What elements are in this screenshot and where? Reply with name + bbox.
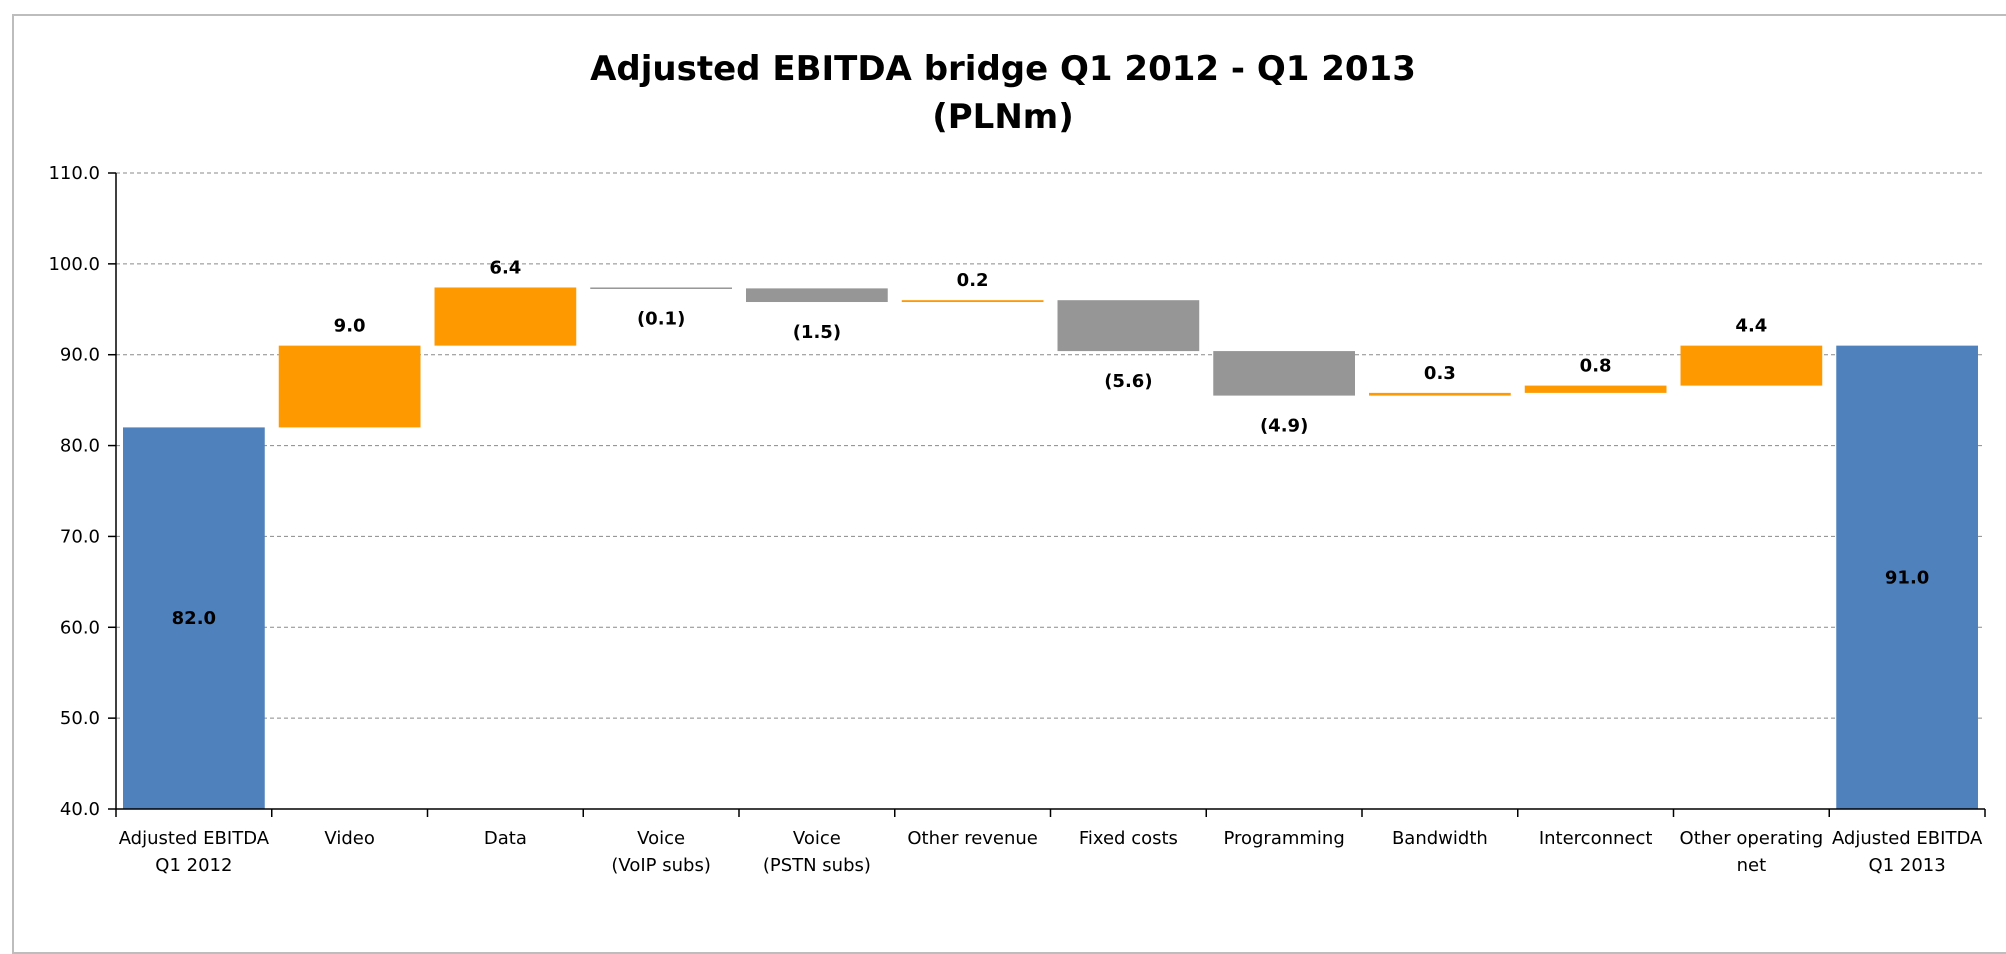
category-label: Adjusted EBITDA xyxy=(1832,828,1983,849)
value-label: 91.0 xyxy=(1885,567,1929,588)
y-tick-label: 50.0 xyxy=(60,708,100,729)
category-label: (VoIP subs) xyxy=(611,855,710,876)
y-tick-label: 90.0 xyxy=(60,345,100,366)
y-tick-label: 110.0 xyxy=(48,163,100,184)
y-tick-label: 60.0 xyxy=(60,617,100,638)
category-label: Q1 2012 xyxy=(155,855,232,876)
category-label: Bandwidth xyxy=(1392,828,1488,849)
category-label: (PSTN subs) xyxy=(763,855,871,876)
bar-decrease xyxy=(1213,351,1355,396)
value-label: 9.0 xyxy=(334,316,366,337)
y-axis: 40.0 50.0 60.0 70.0 80.0 90.0 100.0 110.0 xyxy=(48,163,117,820)
value-label: (1.5) xyxy=(793,322,841,343)
category-label: Fixed costs xyxy=(1079,828,1178,849)
value-label: 0.3 xyxy=(1424,363,1456,384)
chart-title: Adjusted EBITDA bridge Q1 2012 - Q1 2013 xyxy=(590,49,1416,89)
category-label: Voice xyxy=(637,828,685,849)
category-label: Voice xyxy=(793,828,841,849)
value-label: (4.9) xyxy=(1260,416,1308,437)
chart-subtitle: (PLNm) xyxy=(932,97,1074,137)
bar-increase xyxy=(434,287,577,346)
category-label: Other operating xyxy=(1680,828,1824,849)
bar-increase xyxy=(1524,385,1667,393)
bar-increase xyxy=(1680,345,1823,386)
category-label: Video xyxy=(324,828,374,849)
category-label: Interconnect xyxy=(1539,828,1653,849)
y-tick-label: 100.0 xyxy=(48,254,100,275)
value-label: (0.1) xyxy=(637,308,685,329)
bar-total xyxy=(123,427,265,809)
category-label: Q1 2013 xyxy=(1869,855,1946,876)
bar-increase xyxy=(901,300,1044,303)
gridlines xyxy=(116,172,1985,719)
category-label: net xyxy=(1737,855,1767,876)
value-label: 4.4 xyxy=(1735,316,1767,337)
bars xyxy=(123,287,1978,809)
category-label: Programming xyxy=(1223,828,1344,849)
category-label: Data xyxy=(484,828,527,849)
value-label: 6.4 xyxy=(489,257,521,278)
bar-total xyxy=(1836,345,1978,809)
value-label: 0.2 xyxy=(957,270,989,291)
x-axis: Adjusted EBITDA Q1 2012 Video Data Voice (VoI… xyxy=(115,808,1986,876)
y-tick-label: 70.0 xyxy=(60,526,100,547)
y-tick-label: 40.0 xyxy=(60,799,100,820)
bar-decrease xyxy=(1057,300,1200,352)
bar-decrease xyxy=(590,287,732,289)
value-label: 82.0 xyxy=(172,608,216,629)
category-label: Other revenue xyxy=(907,828,1038,849)
bar-decrease xyxy=(746,288,888,303)
value-labels: 82.0 9.0 6.4 (0.1) (1.5) 0.2 (5.6) (4.9) 0.3 0.8 4… xyxy=(172,257,1930,629)
value-label: 0.8 xyxy=(1580,356,1612,377)
bar-increase xyxy=(1369,392,1511,396)
category-label: Adjusted EBITDA xyxy=(119,828,270,849)
bar-increase xyxy=(278,345,421,428)
value-label: (5.6) xyxy=(1104,371,1152,392)
y-tick-label: 80.0 xyxy=(60,436,100,457)
